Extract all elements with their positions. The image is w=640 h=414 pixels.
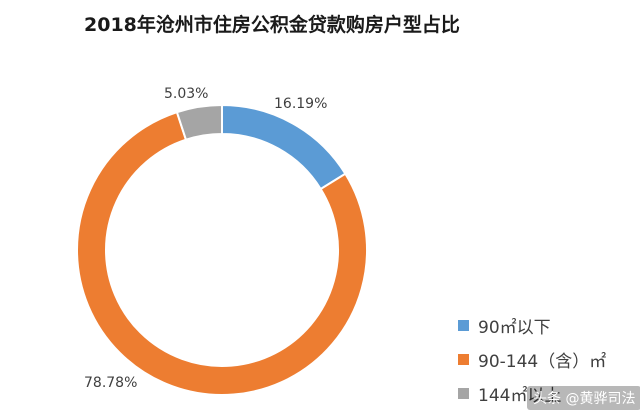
slice-144-above [175,103,223,142]
legend-swatch [458,387,469,399]
legend-item-144-above: 144㎡以上 [458,376,606,410]
legend-label: 90㎡以下 [478,317,551,338]
watermark: 头条 @黄骅司法 [527,386,640,410]
legend-label: 144㎡以上 [478,385,562,406]
chart-title: 2018年沧州市住房公积金贷款购房户型占比 [84,14,460,36]
legend-item-90-144: 90-144（含）㎡ [458,342,606,376]
legend-item-90-below: 90㎡以下 [458,308,606,342]
data-label-144-above: 5.03% [164,86,208,102]
donut-slices [76,103,368,396]
data-label-90-144: 78.78% [84,375,137,391]
legend-swatch [458,353,469,365]
legend: 90㎡以下 90-144（含）㎡ 144㎡以上 [458,308,606,410]
slice-90-144 [76,110,368,396]
slice-90-below [221,103,347,191]
legend-swatch [458,319,469,331]
legend-label: 90-144（含）㎡ [478,351,607,372]
data-label-90-below: 16.19% [274,96,327,112]
